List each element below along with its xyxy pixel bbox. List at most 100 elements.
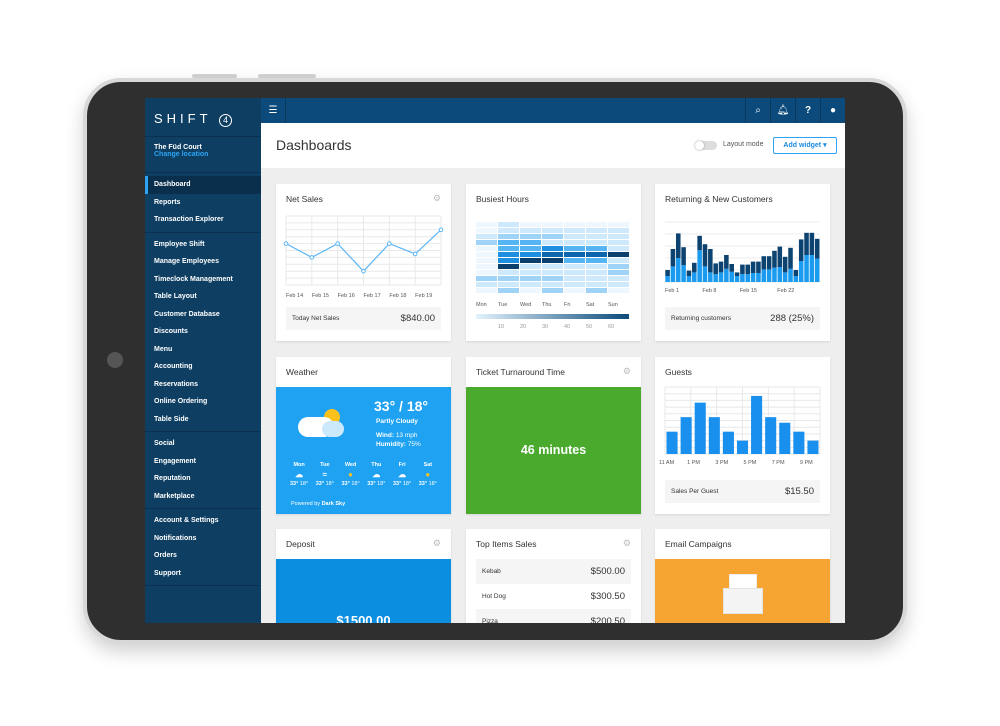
new-bar	[798, 239, 804, 261]
sidebar-item[interactable]: Timeclock Management	[154, 275, 233, 283]
high-temp: 33°	[367, 481, 376, 487]
gear-icon[interactable]: ⚙	[432, 193, 441, 203]
sidebar-item[interactable]: Customer Database	[154, 310, 220, 318]
email-campaigns-card: Email Campaigns	[655, 529, 830, 623]
sidebar-item[interactable]: Discounts	[154, 328, 188, 335]
new-bar	[681, 247, 686, 266]
heatmap-cell	[608, 264, 629, 269]
power-button	[258, 74, 316, 78]
returning-bar	[793, 276, 799, 282]
sidebar-item[interactable]: Menu	[154, 345, 173, 353]
sidebar-item[interactable]: Reputation	[154, 475, 191, 482]
sidebar-item[interactable]: Online Ordering	[154, 398, 208, 405]
help-icon[interactable]: ?	[795, 98, 820, 123]
layout-mode-toggle[interactable]	[695, 141, 717, 150]
heatmap-cell	[520, 222, 541, 227]
returning-bar	[708, 272, 713, 282]
sidebar-item[interactable]: Manage Employees	[154, 258, 219, 265]
data-point	[309, 255, 315, 260]
heatmap-cell	[564, 258, 585, 263]
home-button	[107, 352, 123, 368]
nav-group: Social Engagement Reputation Marketplace	[145, 432, 261, 509]
net-sales-card: Net Sales ⚙ Feb 14 Feb 15 Feb 16 Feb 17 Feb 1…	[276, 184, 451, 341]
new-bar	[675, 233, 681, 258]
returning-bar	[670, 266, 676, 282]
sidebar-item[interactable]: Support	[154, 569, 181, 577]
x-tick-label: Feb 14	[286, 293, 303, 299]
heatmap-cell	[542, 228, 563, 233]
returning-bar	[766, 269, 772, 282]
location-name: The Füd Court	[154, 144, 202, 151]
heatmap-cell	[586, 228, 607, 233]
heatmap-cell	[498, 252, 519, 257]
heatmap-cell	[498, 246, 519, 251]
sidebar: SHIFT 4 The Füd Court Change location Das…	[145, 98, 261, 623]
new-bar	[670, 249, 676, 267]
add-widget-button[interactable]: Add widget ▾	[773, 137, 837, 154]
sidebar-item[interactable]: Account & Settings	[154, 517, 219, 524]
sidebar-item[interactable]: Marketplace	[154, 492, 195, 500]
weather-icon: ≈	[322, 470, 328, 479]
low-temp: 18°	[325, 481, 334, 487]
data-point	[335, 241, 340, 246]
heatmap-cell	[586, 264, 607, 269]
x-tick-label: 1 PM	[687, 460, 700, 466]
nav-group: Dashboard Reports Transaction Explorer	[145, 173, 261, 233]
heatmap-cell	[564, 282, 585, 287]
heatmap-cell	[498, 264, 519, 269]
user-icon[interactable]: ●	[820, 98, 845, 123]
menu-icon[interactable]: ☰	[261, 98, 286, 123]
gear-icon[interactable]: ⚙	[622, 538, 631, 548]
new-bar	[692, 262, 697, 273]
day-label: Fri	[564, 302, 570, 308]
sidebar-item[interactable]: Table Side	[154, 415, 189, 423]
sidebar-item[interactable]: Reports	[154, 198, 181, 206]
returning-bar	[702, 266, 708, 282]
guest-bar	[736, 440, 749, 454]
gear-icon[interactable]: ⚙	[432, 538, 441, 548]
sidebar-item[interactable]: Table Layout	[154, 293, 197, 300]
new-bar	[708, 249, 713, 273]
sidebar-item[interactable]: Employee Shift	[154, 240, 205, 248]
heatmap-cell	[586, 246, 607, 251]
bell-icon[interactable]: 🔔︎	[770, 98, 795, 123]
sidebar-item[interactable]: Social	[154, 440, 175, 447]
change-location-link[interactable]: Change location	[154, 151, 209, 158]
new-bar	[750, 261, 756, 273]
low-temp: 18°	[428, 481, 437, 487]
sidebar-item[interactable]: Reservations	[154, 380, 198, 388]
search-icon[interactable]: ⌕	[745, 98, 770, 123]
provider-link[interactable]: Dark Sky	[321, 501, 346, 507]
returning-bar	[740, 274, 745, 282]
scale-label: 30	[542, 324, 548, 330]
heatmap-cell	[564, 246, 585, 251]
heatmap-cell	[520, 258, 541, 263]
heatmap-cell	[564, 276, 585, 281]
sidebar-item[interactable]: Orders	[154, 552, 177, 559]
deposit-value: $1500.00	[276, 559, 451, 623]
sidebar-item[interactable]: Engagement	[154, 457, 197, 465]
sidebar-item[interactable]: Notifications	[154, 534, 197, 542]
sidebar-item[interactable]: Transaction Explorer	[154, 216, 224, 223]
heatmap-cell	[476, 270, 497, 275]
heatmap-cell	[498, 234, 519, 239]
heatmap-cell	[520, 270, 541, 275]
guest-bar	[680, 417, 692, 454]
day-label: Sat	[586, 302, 595, 308]
guest-bar	[751, 395, 763, 454]
heatmap-cell	[564, 288, 585, 293]
footer-value: 288 (25%)	[770, 313, 814, 324]
x-tick-label: 7 PM	[772, 460, 785, 466]
heatmap-cell	[586, 258, 607, 263]
sidebar-item[interactable]: Accounting	[154, 363, 193, 370]
gear-icon[interactable]: ⚙	[622, 366, 631, 376]
returning-customers-card: Returning & New Customers Feb 1 Feb 8 Feb …	[655, 184, 830, 341]
heatmap-cell	[542, 246, 563, 251]
returning-customers-chart: Feb 1 Feb 8 Feb 15 Feb 22	[665, 221, 820, 294]
sidebar-item[interactable]: Dashboard	[145, 176, 261, 194]
new-bar	[665, 270, 670, 276]
x-tick-label: Feb 1	[665, 288, 679, 294]
x-tick-label: 11 AM	[659, 460, 675, 466]
busiest-hours-heatmap: Mon Tue Wed Thu Fri Sat Sun 10 20 30 40 50 60	[476, 222, 629, 330]
heatmap-cell	[608, 246, 629, 251]
